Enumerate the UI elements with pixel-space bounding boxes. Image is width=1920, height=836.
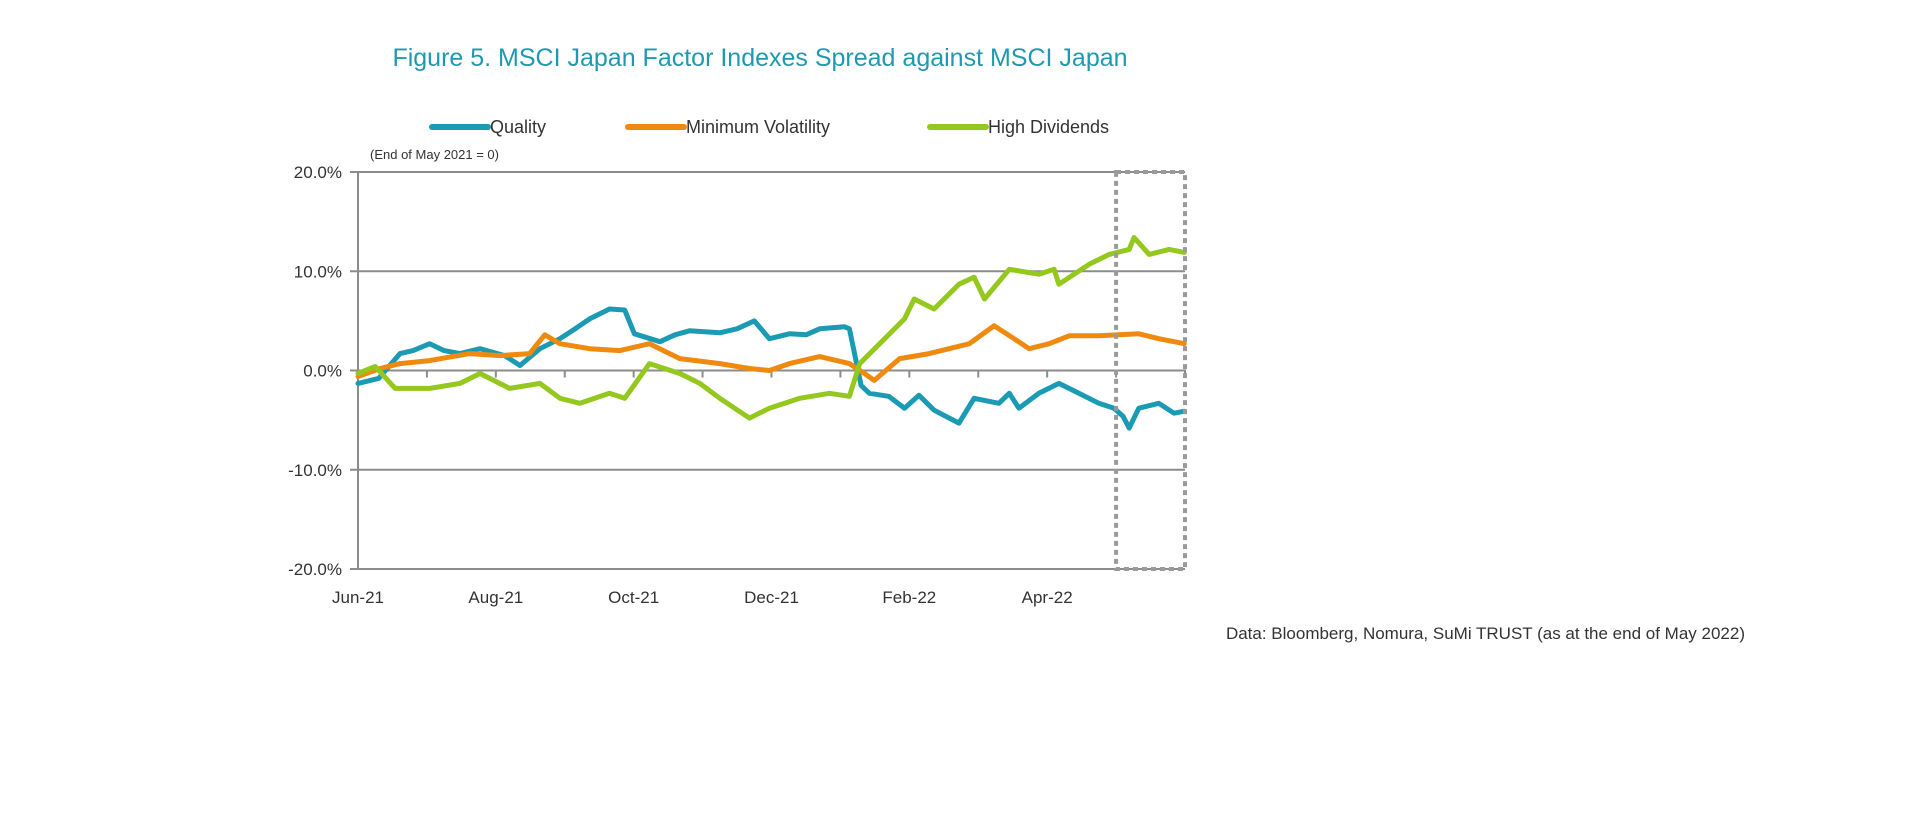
x-tick-label: Aug-21 [468, 588, 523, 607]
y-tick-label: -10.0% [288, 461, 342, 480]
x-tick-label: Apr-22 [1022, 588, 1073, 607]
x-tick-label: Dec-21 [744, 588, 799, 607]
legend-label: Minimum Volatility [686, 117, 830, 137]
baseline-note: (End of May 2021 = 0) [370, 147, 499, 162]
y-tick-label: 10.0% [294, 262, 342, 281]
legend-label: High Dividends [988, 117, 1109, 137]
y-axis-labels: 20.0% 10.0% 0.0% -10.0% -20.0% [288, 163, 342, 579]
legend: Quality Minimum Volatility High Dividends [429, 117, 1109, 137]
chart-title: Figure 5. MSCI Japan Factor Indexes Spre… [392, 44, 1127, 72]
x-tick-label: Feb-22 [882, 588, 936, 607]
y-tick-label: 0.0% [303, 362, 342, 381]
y-tick-label: -20.0% [288, 560, 342, 579]
series-minimum-volatility [355, 323, 1187, 383]
x-tick-label: Jun-21 [332, 588, 384, 607]
series-quality [355, 306, 1187, 431]
legend-label: Quality [490, 117, 546, 137]
highlight-box [1114, 170, 1188, 571]
source-note: Data: Bloomberg, Nomura, SuMi TRUST (as … [1226, 624, 1745, 643]
series-high-dividends [355, 235, 1187, 421]
x-axis-labels: Jun-21 Aug-21 Oct-21 Dec-21 Feb-22 Apr-22 [332, 588, 1073, 607]
y-tick-label: 20.0% [294, 163, 342, 182]
x-tick-label: Oct-21 [608, 588, 659, 607]
series-lines [355, 235, 1187, 431]
